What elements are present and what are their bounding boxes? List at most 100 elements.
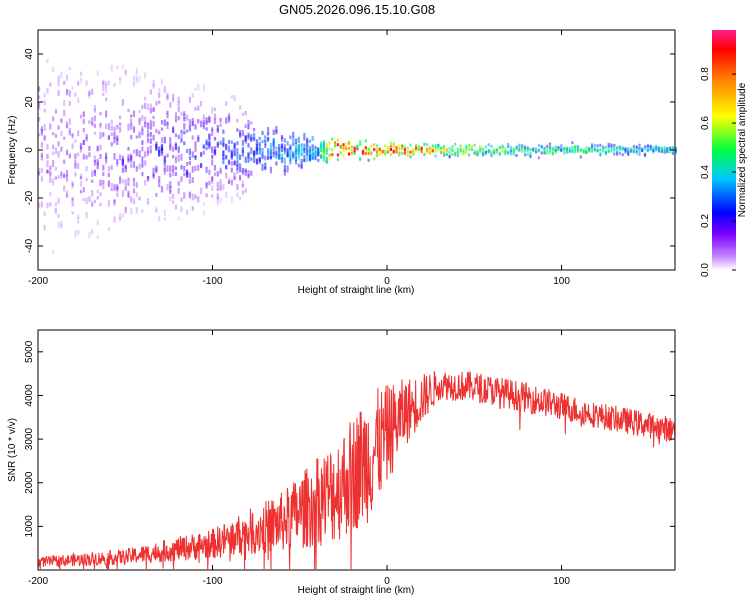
spectrogram-cell [93,123,96,128]
spectrogram-cell [549,150,552,154]
spectrogram-cell [205,182,208,187]
spectrogram-cell [225,154,228,160]
spectrogram-cell [63,100,66,107]
spectrogram-cell [188,96,191,104]
spectrogram-cell [328,153,331,157]
spectrogram-cell [113,132,116,139]
spectrogram-x-tick-label: 0 [384,276,390,287]
spectrogram-cell [306,139,309,147]
spectrogram-cell [250,137,253,142]
spectrogram-cell [255,145,258,152]
spectrogram-cell [280,135,284,139]
spectrogram-cell [236,119,239,123]
spectrogram-cell [85,211,88,219]
spectrogram-cell [183,192,186,199]
spectrogram-cell [370,152,373,156]
spectrogram-cell [43,108,46,113]
spectrogram-cell [350,145,353,149]
spectrogram-cell [546,146,549,150]
spectrogram-cell [236,160,239,167]
spectrogram-cell [205,120,208,125]
spectrogram-cell [205,139,208,146]
spectrogram-cell [579,149,582,153]
spectrogram-cell [38,102,41,107]
spectrogram-cell [107,180,110,187]
spectrogram-cell [49,202,52,207]
spectrogram-cell [247,153,250,158]
spectrogram-cell [375,144,379,148]
spectrogram-cell [149,108,152,114]
spectrogram-cell [38,133,41,137]
spectrogram-cell [267,148,270,153]
spectrogram-cell [121,167,124,173]
spectrogram-cell [297,136,300,144]
spectrogram-cell [155,206,158,212]
spectrogram-cell [219,167,222,175]
spectrogram-cell [269,155,272,160]
spectrogram-cell [174,171,177,176]
spectrogram-cell [657,146,661,150]
spectrogram-cell [43,224,46,231]
spectrogram-cell [233,150,236,157]
spectrogram-cell [311,152,314,158]
spectrogram-cell [116,159,119,165]
spectrogram-cell [250,147,253,155]
spectrogram-cell [535,150,538,154]
snr-x-tick-label: -200 [28,576,48,587]
spectrogram-cell [233,176,236,181]
spectrogram-cell [52,249,55,255]
spectrogram-cell [160,148,164,152]
spectrogram-cell [155,165,158,172]
spectrogram-cell [91,200,94,207]
spectrogram-cell [177,96,180,102]
spectrogram-cell [219,184,222,191]
spectrogram-cell [54,108,57,113]
spectrogram-cell [507,151,510,155]
spectrogram-cell [88,91,91,97]
spectrogram-cell [398,147,401,151]
spectrogram-cell [674,146,677,150]
spectrogram-cell [314,145,317,150]
spectrogram-cell [71,197,74,201]
spectrogram-cell [79,71,83,76]
spectrogram-cell [239,175,242,181]
spectrogram-cell [77,163,80,169]
spectrogram-cell [116,192,119,198]
spectrogram-cell [222,184,225,190]
spectrogram-cell [124,70,127,76]
spectrogram-cell [660,147,663,151]
spectrogram-cell [325,157,328,163]
spectrogram-cell [308,139,312,143]
spectrogram-cell [498,146,501,149]
spectrogram-cell [423,142,426,146]
spectrogram-cell [543,148,546,152]
spectrogram-cell [74,92,77,97]
spectrogram-cell [57,90,60,96]
spectrogram-cell [409,155,412,159]
spectrogram-cell [465,144,468,148]
spectrogram-cell [188,192,191,199]
spectrogram-cell [88,146,91,151]
spectrogram-cell [166,153,169,158]
spectrogram-cell [526,146,529,150]
spectrogram-cell [233,160,236,165]
spectrogram-cell [236,141,239,146]
spectrogram-cell [278,156,281,160]
spectrogram-cell [244,138,247,144]
spectrogram-cell [144,180,147,186]
spectrogram-cell [174,112,177,116]
spectrogram-cell [616,146,619,150]
spectrogram-cell [113,200,116,207]
spectrogram-cell [518,143,521,147]
spectrogram-cell [91,190,94,197]
spectrogram-cell [297,163,300,168]
spectrogram-cell [373,148,376,152]
spectrogram-cell [479,148,482,152]
spectrogram-cell [554,145,557,149]
spectrogram-cell [406,153,409,157]
spectrogram-cell [146,129,150,137]
spectrogram-cell [512,152,515,156]
spectrogram-cell [342,149,345,152]
spectrogram-cell [325,143,328,150]
spectrogram-cell [431,147,434,150]
